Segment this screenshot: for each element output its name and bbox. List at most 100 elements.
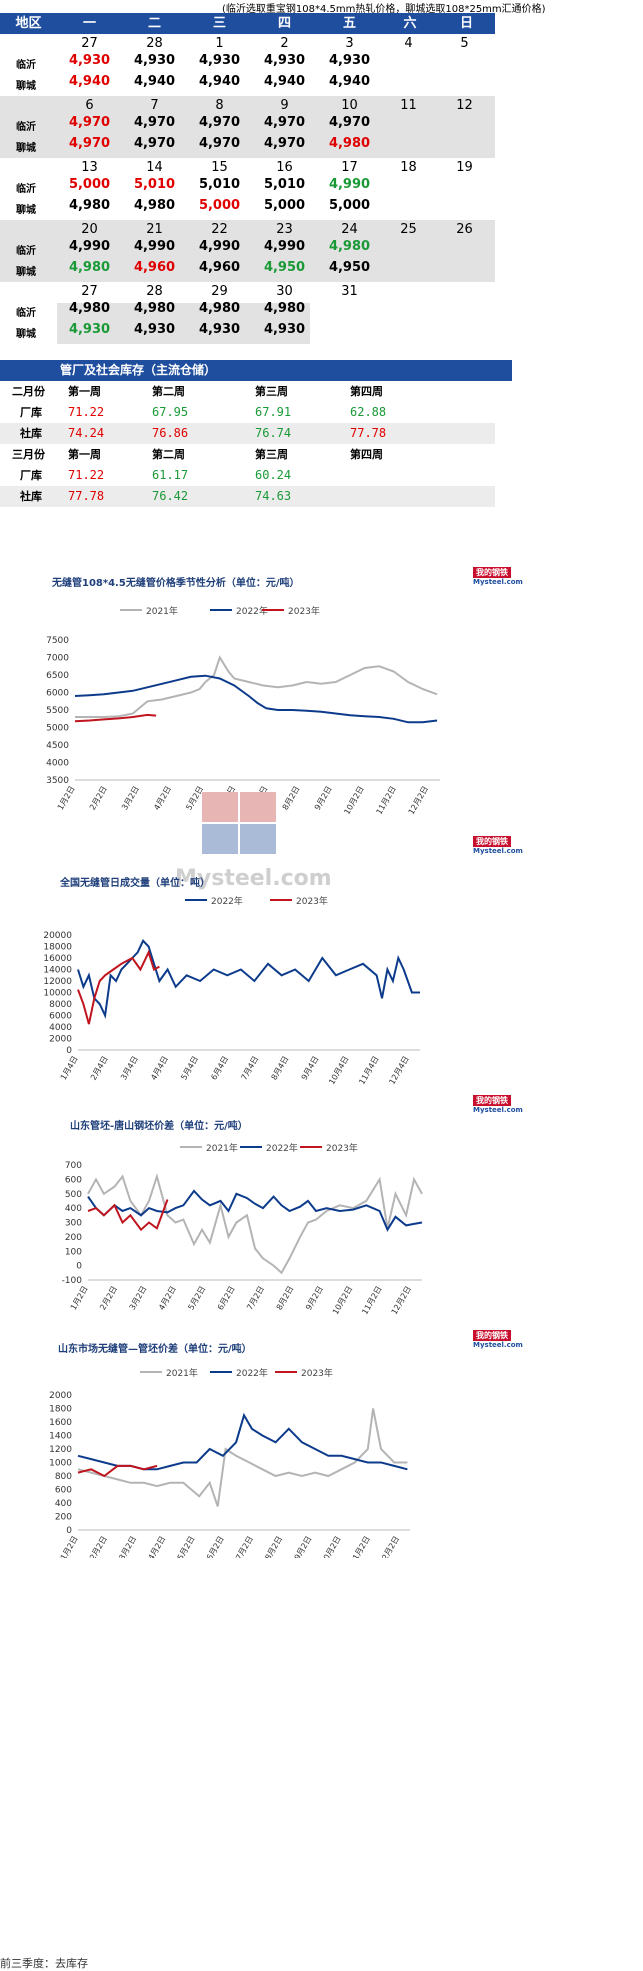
day-number: 24 [341, 222, 358, 237]
x-tick-label: 9月2日 [304, 1285, 325, 1312]
price-linyi: 4,980 [198, 301, 241, 316]
mysteel-watermark: Mysteel.com [175, 792, 332, 890]
day-number: 7 [150, 98, 159, 113]
legend-label: 2022年 [236, 605, 268, 617]
day-number: 16 [276, 160, 293, 175]
day-number: 14 [146, 160, 163, 175]
calendar-header-cell: 一 [82, 16, 96, 31]
price-linyi: 4,930 [198, 53, 241, 68]
calendar-header-cell: 日 [459, 16, 473, 31]
x-tick-label: 11月4日 [357, 1055, 380, 1087]
x-tick-label: 12月2日 [390, 1285, 413, 1317]
watermark-text: Mysteel.com [175, 866, 332, 890]
x-tick-label: 10月4日 [327, 1055, 350, 1087]
x-tick-label: 6月2日 [205, 1535, 226, 1559]
stock-value: 76.74 [255, 426, 292, 440]
logo-en: Mysteel.com [473, 1106, 523, 1114]
price-linyi: 4,970 [328, 115, 371, 130]
y-tick-label: 14000 [43, 966, 72, 976]
y-tick-label: 400 [55, 1499, 72, 1509]
day-number: 9 [280, 98, 289, 113]
y-tick-label: 16000 [43, 954, 72, 964]
y-tick-label: 100 [65, 1247, 82, 1257]
mysteel-logo: 我的钢铁 Mysteel.com [473, 567, 523, 586]
legend-label: 2021年 [206, 1142, 238, 1154]
x-tick-label: 4月2日 [157, 1285, 178, 1312]
price-linyi: 4,970 [68, 115, 111, 130]
city-linyi: 临沂 [16, 60, 36, 71]
x-tick-label: 4月4日 [149, 1055, 170, 1082]
logo-cn: 我的钢铁 [473, 1330, 511, 1341]
inventory-social-row: 社库 74.24 76.86 76.74 77.78 [0, 423, 495, 444]
price-linyi: 5,010 [133, 177, 176, 192]
city-linyi: 临沂 [16, 246, 36, 257]
logo-en: Mysteel.com [473, 847, 523, 855]
price-liaocheng: 4,930 [68, 322, 111, 337]
day-number: 17 [341, 160, 358, 175]
day-number: 28 [146, 36, 163, 51]
week-label: 第二周 [152, 448, 185, 461]
y-tick-label: 10000 [43, 989, 72, 999]
x-tick-label: 8月2日 [263, 1535, 284, 1559]
price-linyi: 4,990 [68, 239, 111, 254]
y-tick-label: 12000 [43, 977, 72, 987]
x-tick-label: 1月4日 [59, 1055, 80, 1082]
inventory-week-row: 二月份 第一周 第二周 第三周 第四周 [0, 381, 495, 402]
series-line-2022年 [77, 939, 420, 1019]
series-line-2021年 [77, 1408, 408, 1507]
week-label: 第二周 [152, 385, 185, 398]
x-tick-label: 1月2日 [56, 785, 77, 812]
day-number: 20 [81, 222, 98, 237]
price-linyi: 4,930 [263, 53, 306, 68]
x-tick-label: 1月2日 [59, 1535, 80, 1559]
week-label: 第一周 [68, 385, 101, 398]
inventory-factory-row: 厂库 71.22 61.17 60.24 [0, 465, 495, 486]
x-tick-label: 12月2日 [378, 1535, 401, 1559]
price-linyi: 4,930 [328, 53, 371, 68]
day-number: 15 [211, 160, 228, 175]
day-number: 27 [81, 36, 98, 51]
x-tick-label: 5月2日 [186, 1285, 207, 1312]
logo-cn: 我的钢铁 [473, 567, 511, 578]
day-number: 29 [211, 284, 228, 299]
series-line-2022年 [77, 1412, 408, 1471]
legend-label: 2021年 [146, 605, 178, 617]
price-liaocheng: 4,980 [68, 260, 111, 275]
city-linyi: 临沂 [16, 122, 36, 133]
stock-type-label: 社库 [20, 490, 42, 503]
day-number: 11 [400, 98, 417, 113]
stock-value: 71.22 [68, 468, 105, 482]
price-liaocheng: 4,930 [133, 322, 176, 337]
y-tick-label: 6500 [46, 671, 69, 681]
y-tick-label: 200 [65, 1233, 82, 1243]
price-liaocheng: 4,940 [198, 74, 241, 89]
y-tick-label: 2000 [49, 1391, 72, 1401]
x-tick-label: 9月4日 [300, 1055, 321, 1082]
chart-title: 全国无缝管日成交量（单位：吨） [59, 876, 210, 889]
price-liaocheng: 4,940 [68, 74, 111, 89]
chart-title: 山东管坯-唐山钢坯价差（单位：元/吨） [70, 1119, 248, 1132]
price-liaocheng: 4,950 [328, 260, 371, 275]
y-tick-label: 200 [55, 1513, 72, 1523]
x-tick-label: 9月2日 [293, 1535, 314, 1559]
day-number: 10 [341, 98, 358, 113]
inventory-social-row: 社库 77.78 76.42 74.63 [0, 486, 495, 507]
day-number: 19 [456, 160, 473, 175]
x-tick-label: 2月2日 [88, 785, 109, 812]
price-liaocheng: 4,940 [328, 74, 371, 89]
y-tick-label: 300 [65, 1219, 82, 1229]
week-label: 第四周 [350, 385, 383, 398]
series-line-2022年 [87, 1189, 423, 1232]
city-liaocheng: 聊城 [16, 329, 36, 340]
legend-label: 2023年 [296, 895, 328, 907]
stock-value: 76.86 [152, 426, 189, 440]
stock-value: 74.63 [255, 489, 292, 503]
y-tick-label: 0 [66, 1526, 72, 1536]
y-tick-label: 3500 [46, 776, 69, 786]
x-tick-label: 1月2日 [69, 1285, 90, 1312]
calendar-header-cell: 三 [212, 16, 226, 31]
y-tick-label: 7500 [46, 636, 69, 646]
x-tick-label: 7月2日 [234, 1535, 255, 1559]
y-tick-label: 2000 [49, 1035, 72, 1045]
x-tick-label: 7月2日 [245, 1285, 266, 1312]
